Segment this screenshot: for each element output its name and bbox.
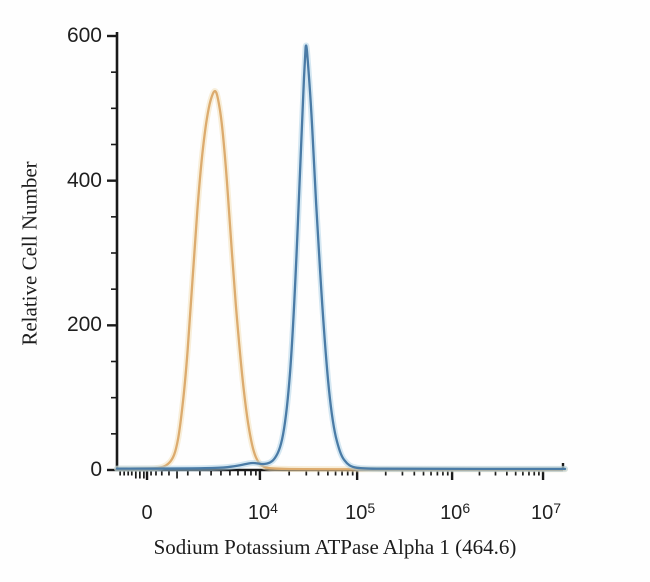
- orange-histogram-control-curve: [115, 89, 567, 471]
- y-tick-label-0: 0: [90, 458, 102, 481]
- x-tick-label-10e7: 107: [531, 500, 562, 524]
- y-tick-label-600: 600: [66, 24, 102, 47]
- y-tick-label-200: 200: [66, 313, 102, 337]
- y-axis-title: Relative Cell Number: [17, 161, 42, 346]
- blue-histogram-stained-curve: [115, 44, 567, 471]
- x-tick-label-0: 0: [141, 502, 153, 524]
- x-tick-label-10e6: 106: [440, 500, 471, 524]
- x-tick-label-10e4: 104: [247, 500, 278, 524]
- x-axis-title: Sodium Potassium ATPase Alpha 1 (464.6): [153, 535, 517, 559]
- x-tick-label-10e5: 105: [345, 500, 376, 524]
- y-tick-label-400: 400: [66, 168, 102, 192]
- orange-histogram-control-halo: [114, 88, 568, 473]
